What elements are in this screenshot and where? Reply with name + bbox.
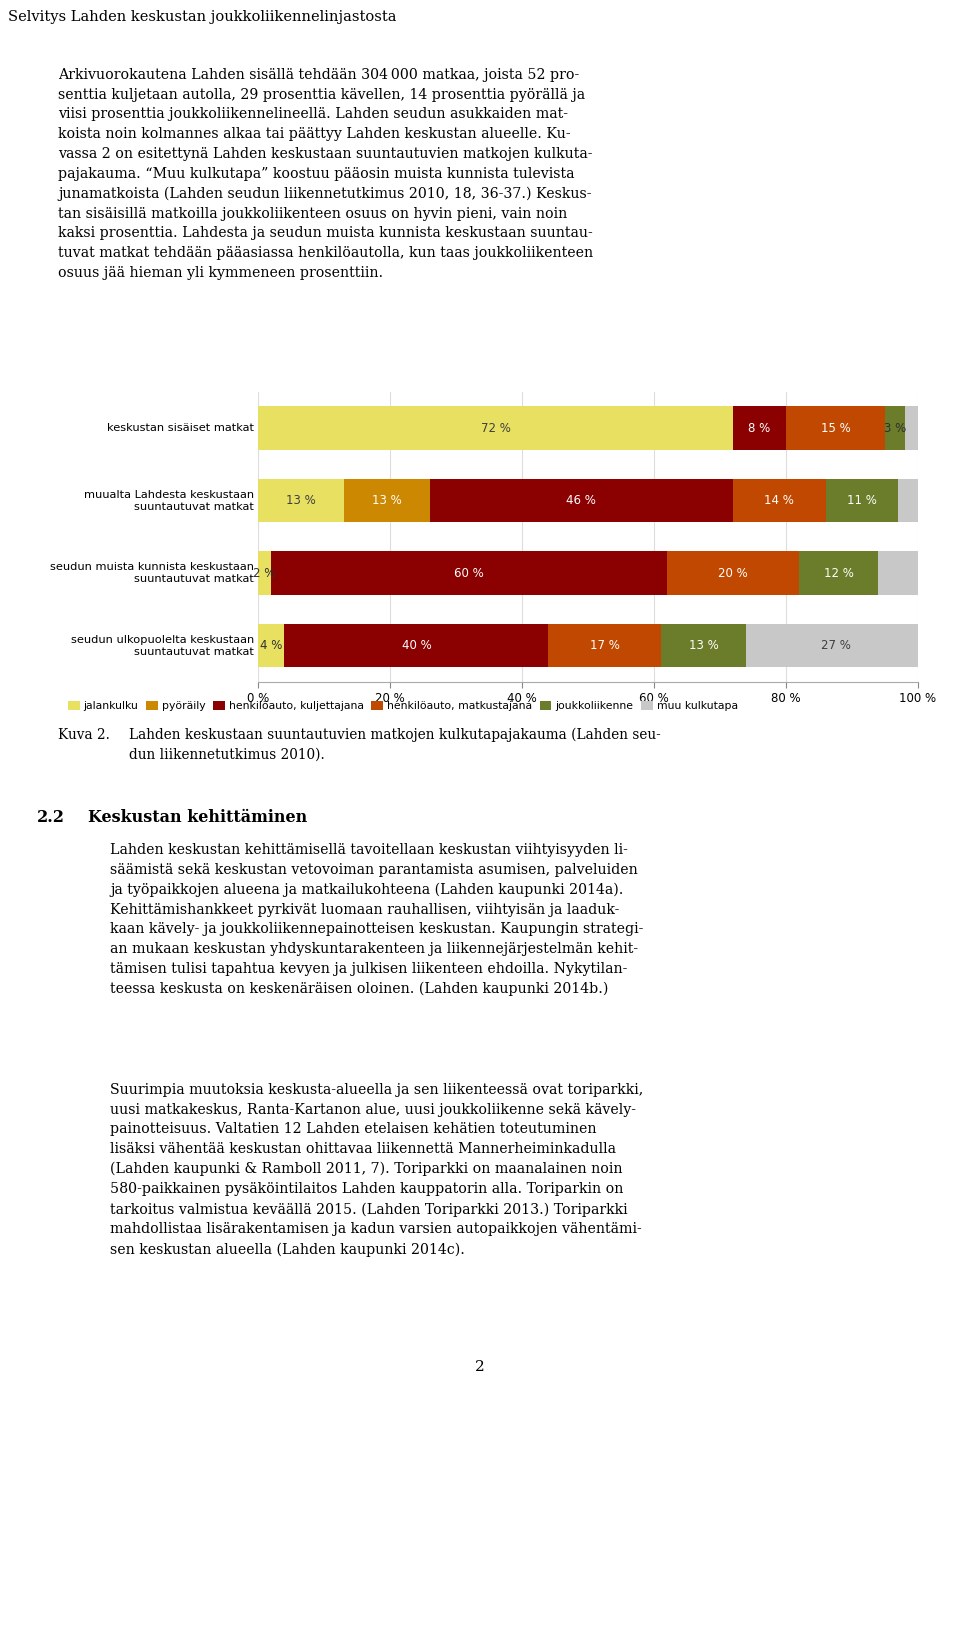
Bar [904, 406, 918, 450]
Text: 8 %: 8 % [749, 422, 771, 435]
Bar [660, 623, 747, 667]
Text: 4 %: 4 % [260, 640, 282, 653]
Bar [899, 479, 918, 522]
Text: 2.2: 2.2 [37, 808, 65, 826]
Bar [284, 623, 548, 667]
Text: 3 %: 3 % [884, 422, 906, 435]
Bar [258, 406, 733, 450]
Text: Keskustan kehittäminen: Keskustan kehittäminen [88, 808, 308, 826]
Text: 27 %: 27 % [821, 640, 851, 653]
Text: muualta Lahdesta keskustaan
suuntautuvat matkat: muualta Lahdesta keskustaan suuntautuvat… [84, 489, 254, 512]
Bar [786, 406, 885, 450]
Bar [667, 551, 799, 596]
Text: keskustan sisäiset matkat: keskustan sisäiset matkat [107, 424, 254, 434]
Text: 46 %: 46 % [566, 494, 596, 507]
Text: 20 %: 20 % [718, 566, 748, 579]
Bar [271, 551, 667, 596]
Bar [548, 623, 660, 667]
Text: Lahden keskustan kehittämisellä tavoitellaan keskustan viihtyisyyden li-
säämist: Lahden keskustan kehittämisellä tavoitel… [110, 843, 643, 996]
Text: Kuva 2.: Kuva 2. [58, 728, 109, 743]
Text: 13 %: 13 % [688, 640, 718, 653]
Text: 2 %: 2 % [253, 566, 276, 579]
Bar [258, 551, 271, 596]
Bar [733, 479, 826, 522]
Bar [258, 623, 284, 667]
Text: 13 %: 13 % [372, 494, 401, 507]
Text: 2: 2 [475, 1360, 485, 1374]
Bar [430, 479, 733, 522]
Text: 13 %: 13 % [286, 494, 316, 507]
Text: 60 %: 60 % [454, 566, 484, 579]
Text: 17 %: 17 % [589, 640, 619, 653]
Text: Selvitys Lahden keskustan joukkoliikennelinjastosta: Selvitys Lahden keskustan joukkoliikenne… [8, 10, 396, 25]
Bar [747, 623, 924, 667]
Bar [826, 479, 899, 522]
Bar [885, 406, 904, 450]
Text: seudun muista kunnista keskustaan
suuntautuvat matkat: seudun muista kunnista keskustaan suunta… [50, 563, 254, 584]
Bar [878, 551, 918, 596]
Bar [799, 551, 878, 596]
Text: 15 %: 15 % [821, 422, 851, 435]
Text: 40 %: 40 % [401, 640, 431, 653]
Bar [258, 479, 344, 522]
Bar [733, 406, 786, 450]
Text: 72 %: 72 % [481, 422, 511, 435]
Text: Suurimpia muutoksia keskusta-alueella ja sen liikenteessä ovat toriparkki,
uusi : Suurimpia muutoksia keskusta-alueella ja… [110, 1083, 643, 1256]
Legend: jalankulku, pyöräily, henkilöauto, kuljettajana, henkilöauto, matkustajana, jouk: jalankulku, pyöräily, henkilöauto, kulje… [63, 697, 742, 715]
Bar [344, 479, 430, 522]
Text: 11 %: 11 % [847, 494, 876, 507]
Text: Lahden keskustaan suuntautuvien matkojen kulkutapajakauma (Lahden seu-
dun liike: Lahden keskustaan suuntautuvien matkojen… [129, 728, 660, 761]
Text: 14 %: 14 % [764, 494, 794, 507]
Text: Arkivuorokautena Lahden sisällä tehdään 304 000 matkaa, joista 52 pro-
senttia k: Arkivuorokautena Lahden sisällä tehdään … [58, 69, 593, 280]
Text: seudun ulkopuolelta keskustaan
suuntautuvat matkat: seudun ulkopuolelta keskustaan suuntautu… [71, 635, 254, 658]
Text: 12 %: 12 % [824, 566, 853, 579]
